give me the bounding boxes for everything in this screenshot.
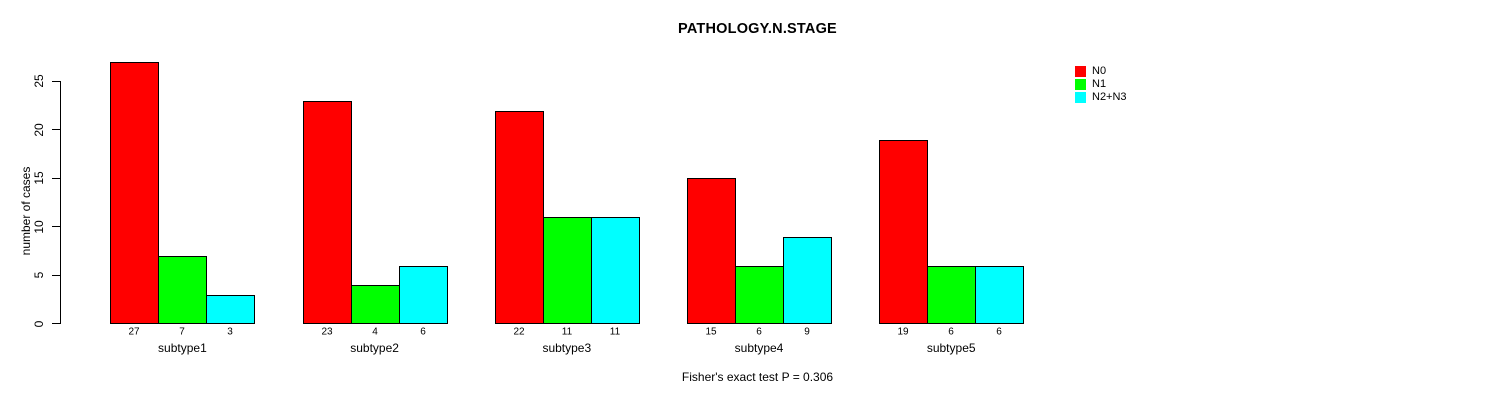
category-label-subtype3: subtype3 [542, 341, 592, 355]
y-axis-tick [52, 129, 60, 130]
legend-entry-label: N0 [1092, 65, 1107, 77]
bar-value-label: 9 [804, 326, 810, 338]
y-axis-tick [52, 177, 60, 179]
y-axis-tick-label: 25 [32, 74, 46, 88]
bar-subtype1-N2+N3 [206, 295, 255, 324]
y-axis-tick [52, 80, 60, 82]
legend-swatch [1075, 79, 1086, 90]
bar-subtype4-N2+N3 [783, 237, 832, 324]
category-label-subtype5: subtype5 [926, 341, 976, 355]
bar-value-label: 7 [179, 326, 185, 338]
bar-subtype4-N0 [687, 178, 736, 324]
bar-subtype2-N1 [351, 285, 400, 324]
legend-entry-N1: N1 [1075, 78, 1127, 91]
y-axis-tick-label: 5 [32, 271, 46, 279]
y-axis-tick-label: 10 [32, 219, 46, 234]
y-axis-tick [52, 226, 60, 227]
bar-value-label: 22 [513, 326, 525, 338]
bar-value-label: 3 [227, 326, 233, 338]
bar-subtype3-N2+N3 [591, 217, 640, 324]
y-axis-tick [52, 274, 60, 276]
bar-subtype3-N1 [543, 217, 592, 324]
chart-title: PATHOLOGY.N.STAGE [678, 21, 837, 37]
bar-subtype5-N1 [927, 266, 976, 324]
y-axis-tick-label: 20 [32, 122, 46, 137]
bar-value-label: 19 [897, 326, 909, 338]
legend-entry-N2+N3: N2+N3 [1075, 91, 1127, 104]
legend-entry-N0: N0 [1075, 65, 1127, 78]
bar-subtype5-N0 [879, 140, 928, 324]
bar-value-label: 27 [128, 326, 140, 338]
bar-subtype2-N2+N3 [399, 266, 448, 324]
bar-value-label: 11 [609, 326, 621, 338]
bar-subtype1-N0 [110, 62, 159, 324]
legend-entry-label: N1 [1092, 78, 1107, 90]
legend-swatch [1075, 92, 1086, 103]
y-axis-tick [52, 323, 60, 324]
bar-value-label: 6 [420, 326, 426, 338]
category-label-subtype2: subtype2 [350, 341, 399, 355]
annotation-text: Fisher's exact test P = 0.306 [681, 370, 834, 384]
bar-subtype5-N2+N3 [975, 266, 1024, 324]
legend: N0 N1 N2+N3 [1075, 65, 1127, 104]
y-axis-line [60, 80, 61, 324]
bar-subtype2-N0 [303, 101, 352, 324]
category-label-subtype4: subtype4 [734, 341, 784, 355]
bar-subtype3-N0 [495, 111, 544, 324]
bar-value-label: 15 [705, 326, 717, 338]
bar-subtype1-N1 [158, 256, 207, 324]
legend-entry-label: N2+N3 [1092, 91, 1127, 103]
y-axis-label: number of cases [19, 166, 33, 256]
bar-value-label: 6 [948, 326, 954, 338]
bar-value-label: 6 [996, 326, 1002, 338]
bar-subtype4-N1 [735, 266, 784, 324]
bar-value-label: 23 [321, 326, 333, 338]
category-label-subtype1: subtype1 [158, 341, 207, 355]
bar-value-label: 11 [561, 326, 573, 338]
bar-value-label: 4 [372, 326, 378, 338]
y-axis-tick-label: 15 [32, 171, 46, 185]
bar-value-label: 6 [756, 326, 762, 338]
y-axis-tick-label: 0 [32, 320, 46, 327]
legend-swatch [1075, 66, 1086, 77]
